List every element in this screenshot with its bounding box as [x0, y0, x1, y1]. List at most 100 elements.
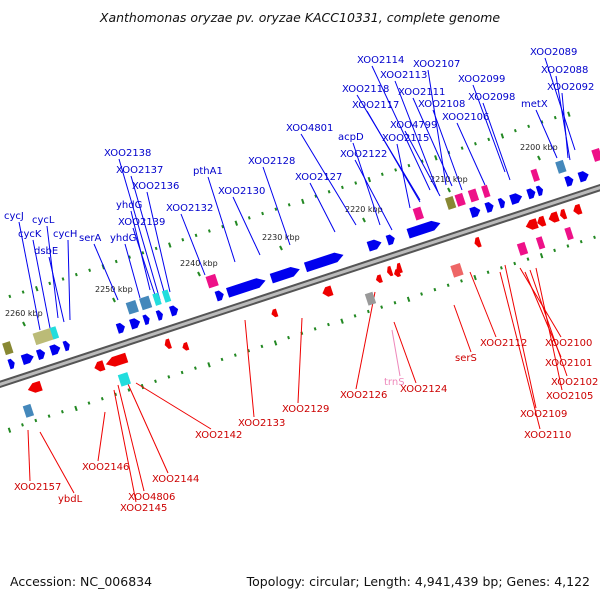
reverse-gene-label: XOO2109	[520, 409, 567, 420]
inner-minor-tick	[100, 396, 104, 401]
forward-gene-label: XOO2089	[530, 47, 577, 58]
forward-gene-arrow	[7, 358, 15, 370]
forward-gene-arrow	[509, 193, 523, 205]
forward-gene-arrow	[385, 234, 395, 246]
cog-box	[412, 206, 425, 221]
forward-gene-label: XOO2111	[398, 87, 445, 98]
tick-label: 2260 kbp	[5, 309, 43, 318]
forward-gene-arrow	[497, 198, 506, 209]
forward-gene-label: yhdG	[116, 200, 142, 211]
forward-leader	[118, 158, 161, 301]
reverse-gene-arrow	[548, 211, 560, 223]
forward-gene-label: XOO4801	[286, 123, 333, 134]
outer-minor-tick	[354, 181, 358, 185]
forward-gene-arrow	[20, 353, 34, 365]
forward-leader	[93, 243, 119, 301]
reverse-leader	[244, 319, 255, 418]
outer-minor-tick	[420, 159, 424, 163]
cog-box	[591, 148, 600, 162]
tick-label: 2240 kbp	[180, 259, 218, 268]
inner-minor-tick	[446, 283, 450, 288]
forward-gene-label: XOO2122	[340, 149, 387, 160]
cog-box	[22, 403, 35, 418]
outer-minor-tick	[74, 272, 78, 277]
genome-backbone-highlight	[0, 186, 600, 386]
outer-minor-tick	[553, 115, 557, 120]
forward-gene-label: XOO2099	[458, 74, 505, 85]
reverse-leader	[297, 317, 303, 404]
cog-box	[564, 226, 574, 241]
forward-gene-arrow	[115, 322, 125, 334]
forward-gene-arrow	[142, 314, 150, 326]
reverse-leader	[117, 384, 145, 492]
forward-gene-label: XOO2132	[166, 203, 213, 214]
inner-minor-tick	[260, 344, 264, 349]
outer-minor-tick	[513, 128, 517, 133]
forward-leader	[472, 84, 506, 173]
outer-minor-tick	[460, 146, 464, 150]
forward-gene-arrow	[303, 252, 344, 273]
inner-minor-tick	[247, 348, 251, 353]
outer-minor-tick	[474, 142, 477, 146]
reverse-gene-arrow	[105, 352, 129, 367]
reverse-leader	[453, 304, 472, 353]
reverse-gene-arrow	[387, 265, 394, 277]
inner-minor-tick	[486, 270, 490, 274]
forward-gene-arrow	[169, 305, 179, 317]
forward-gene-label: XOO2130	[218, 186, 265, 197]
reverse-gene-label: ybdL	[58, 494, 83, 505]
forward-leader	[482, 102, 511, 181]
cog-box	[138, 295, 153, 311]
cog-box	[516, 241, 529, 256]
reverse-leader	[127, 383, 169, 474]
outer-minor-tick	[274, 207, 278, 211]
forward-leader	[352, 142, 381, 226]
cog-box	[364, 291, 377, 306]
forward-gene-label: XOO2128	[248, 156, 295, 167]
forward-gene-arrow	[577, 171, 589, 183]
tick-mark	[197, 271, 201, 277]
outer-minor-tick	[394, 168, 398, 172]
outer-minor-tick	[527, 124, 531, 129]
tick-mark	[537, 155, 541, 161]
cog-box	[2, 341, 14, 356]
reverse-leader	[113, 389, 137, 503]
cog-box	[555, 159, 567, 174]
forward-gene-label: pthA1	[193, 166, 223, 177]
outer-minor-tick	[340, 185, 344, 190]
forward-gene-label: cycH	[53, 229, 77, 240]
outer-minor-tick	[500, 133, 505, 139]
forward-gene-label: serA	[79, 233, 101, 244]
reverse-leader	[519, 267, 562, 338]
cog-box	[530, 168, 540, 182]
reverse-leader	[391, 329, 401, 377]
forward-gene-label: XOO2098	[468, 92, 515, 103]
cog-box	[49, 326, 60, 340]
cog-box	[152, 292, 162, 306]
map-title: Xanthomonas oryzae pv. oryzae KACC10331,…	[99, 10, 501, 25]
forward-leader	[232, 196, 261, 256]
inner-minor-tick	[233, 353, 237, 357]
outer-minor-tick	[287, 203, 291, 207]
reverse-leader	[355, 291, 376, 390]
reverse-gene-label: XOO2110	[524, 430, 571, 441]
cog-box	[454, 192, 466, 207]
outer-minor-tick	[567, 111, 571, 117]
forward-leader	[67, 239, 71, 321]
reverse-gene-label: XOO2146	[82, 462, 129, 473]
forward-leader	[396, 143, 411, 209]
forward-gene-label: acpD	[338, 132, 364, 143]
outer-minor-tick	[434, 155, 438, 161]
outer-minor-tick	[367, 176, 372, 183]
forward-gene-arrow	[366, 239, 382, 252]
forward-gene-arrow	[269, 266, 300, 284]
outer-minor-tick	[261, 211, 265, 216]
forward-gene-label: XOO2113	[380, 70, 427, 81]
outer-minor-tick	[221, 224, 225, 229]
forward-gene-label: XOO2139	[118, 217, 165, 228]
reverse-gene-label: XOO2101	[545, 358, 592, 369]
inner-minor-tick	[566, 244, 570, 248]
inner-minor-tick	[60, 410, 64, 414]
outer-minor-tick	[168, 242, 172, 248]
forward-leader	[432, 109, 463, 191]
